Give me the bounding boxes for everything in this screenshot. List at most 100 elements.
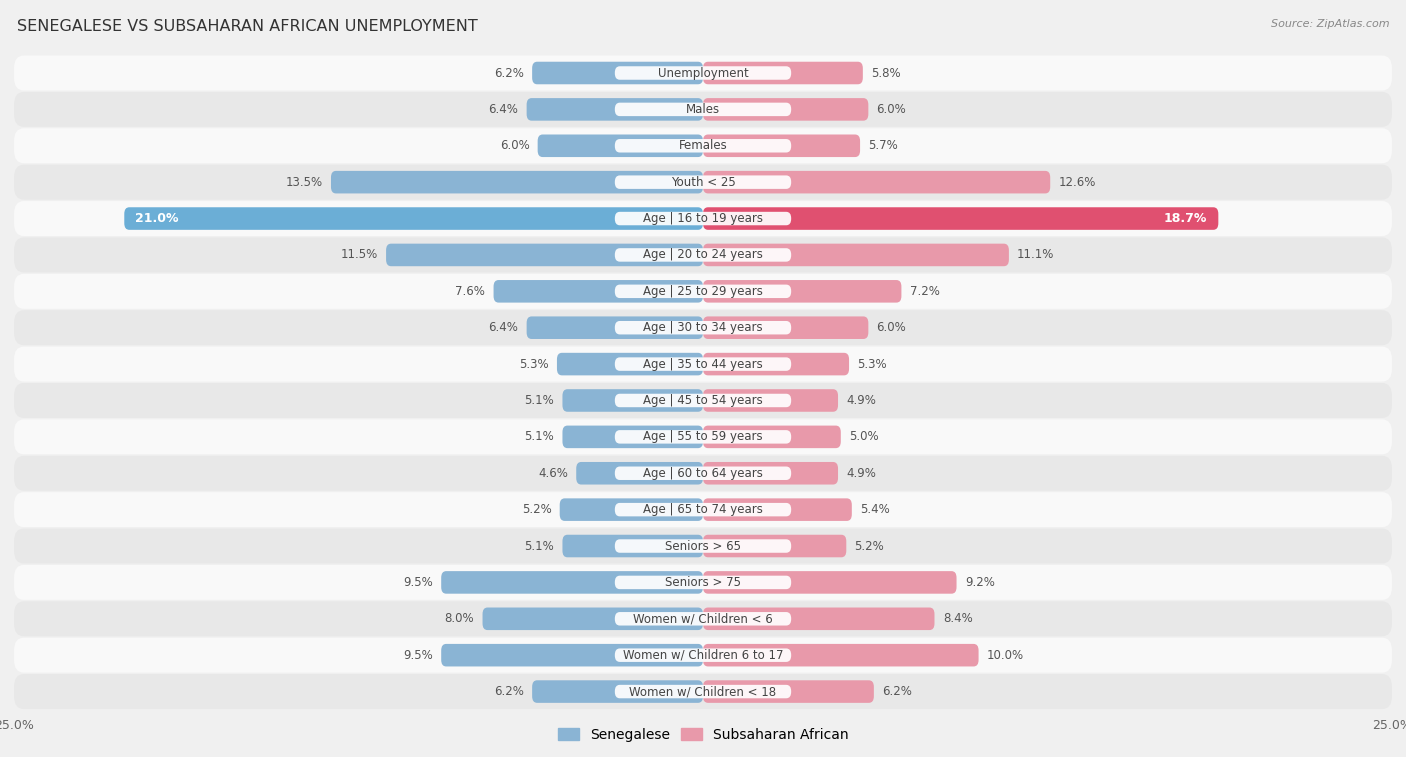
FancyBboxPatch shape <box>703 389 838 412</box>
FancyBboxPatch shape <box>703 62 863 84</box>
Text: Women w/ Children 6 to 17: Women w/ Children 6 to 17 <box>623 649 783 662</box>
Text: 6.0%: 6.0% <box>499 139 530 152</box>
Text: 5.1%: 5.1% <box>524 540 554 553</box>
Text: 5.8%: 5.8% <box>872 67 901 79</box>
FancyBboxPatch shape <box>614 321 792 335</box>
FancyBboxPatch shape <box>614 503 792 516</box>
FancyBboxPatch shape <box>703 498 852 521</box>
Text: Age | 30 to 34 years: Age | 30 to 34 years <box>643 321 763 334</box>
Text: 9.5%: 9.5% <box>404 576 433 589</box>
Text: 12.6%: 12.6% <box>1059 176 1095 188</box>
Text: Age | 35 to 44 years: Age | 35 to 44 years <box>643 357 763 371</box>
FancyBboxPatch shape <box>531 681 703 702</box>
Legend: Senegalese, Subsaharan African: Senegalese, Subsaharan African <box>553 722 853 747</box>
FancyBboxPatch shape <box>703 98 869 120</box>
FancyBboxPatch shape <box>614 139 792 152</box>
Text: 13.5%: 13.5% <box>285 176 323 188</box>
FancyBboxPatch shape <box>703 353 849 375</box>
Text: 4.9%: 4.9% <box>846 467 876 480</box>
Text: 8.0%: 8.0% <box>444 612 474 625</box>
Text: Women w/ Children < 18: Women w/ Children < 18 <box>630 685 776 698</box>
FancyBboxPatch shape <box>14 637 1392 673</box>
Text: 6.2%: 6.2% <box>494 685 524 698</box>
Text: 4.9%: 4.9% <box>846 394 876 407</box>
Text: 5.3%: 5.3% <box>858 357 887 371</box>
Text: Age | 20 to 24 years: Age | 20 to 24 years <box>643 248 763 261</box>
FancyBboxPatch shape <box>14 238 1392 273</box>
FancyBboxPatch shape <box>703 280 901 303</box>
FancyBboxPatch shape <box>14 92 1392 127</box>
FancyBboxPatch shape <box>614 466 792 480</box>
FancyBboxPatch shape <box>560 498 703 521</box>
Text: 5.1%: 5.1% <box>524 394 554 407</box>
FancyBboxPatch shape <box>330 171 703 194</box>
FancyBboxPatch shape <box>614 394 792 407</box>
FancyBboxPatch shape <box>703 316 869 339</box>
FancyBboxPatch shape <box>703 462 838 484</box>
FancyBboxPatch shape <box>482 608 703 630</box>
FancyBboxPatch shape <box>562 534 703 557</box>
FancyBboxPatch shape <box>614 430 792 444</box>
FancyBboxPatch shape <box>14 128 1392 164</box>
Text: Age | 55 to 59 years: Age | 55 to 59 years <box>643 431 763 444</box>
FancyBboxPatch shape <box>614 285 792 298</box>
FancyBboxPatch shape <box>614 612 792 625</box>
Text: 5.2%: 5.2% <box>522 503 551 516</box>
Text: Females: Females <box>679 139 727 152</box>
Text: 5.0%: 5.0% <box>849 431 879 444</box>
FancyBboxPatch shape <box>614 176 792 189</box>
FancyBboxPatch shape <box>703 425 841 448</box>
Text: 18.7%: 18.7% <box>1164 212 1208 225</box>
Text: 6.0%: 6.0% <box>876 103 907 116</box>
Text: 6.0%: 6.0% <box>876 321 907 334</box>
Text: SENEGALESE VS SUBSAHARAN AFRICAN UNEMPLOYMENT: SENEGALESE VS SUBSAHARAN AFRICAN UNEMPLO… <box>17 19 478 34</box>
Text: 6.4%: 6.4% <box>488 321 519 334</box>
FancyBboxPatch shape <box>614 685 792 698</box>
FancyBboxPatch shape <box>614 103 792 116</box>
Text: Age | 60 to 64 years: Age | 60 to 64 years <box>643 467 763 480</box>
Text: Youth < 25: Youth < 25 <box>671 176 735 188</box>
FancyBboxPatch shape <box>14 310 1392 345</box>
Text: Seniors > 75: Seniors > 75 <box>665 576 741 589</box>
FancyBboxPatch shape <box>614 212 792 226</box>
FancyBboxPatch shape <box>441 571 703 593</box>
FancyBboxPatch shape <box>14 165 1392 200</box>
FancyBboxPatch shape <box>14 674 1392 709</box>
FancyBboxPatch shape <box>14 419 1392 454</box>
FancyBboxPatch shape <box>387 244 703 266</box>
Text: 9.2%: 9.2% <box>965 576 994 589</box>
FancyBboxPatch shape <box>614 357 792 371</box>
FancyBboxPatch shape <box>14 55 1392 91</box>
Text: Source: ZipAtlas.com: Source: ZipAtlas.com <box>1271 19 1389 29</box>
FancyBboxPatch shape <box>703 608 935 630</box>
FancyBboxPatch shape <box>557 353 703 375</box>
FancyBboxPatch shape <box>703 571 956 593</box>
FancyBboxPatch shape <box>614 649 792 662</box>
Text: 8.4%: 8.4% <box>943 612 973 625</box>
Text: 11.1%: 11.1% <box>1017 248 1054 261</box>
FancyBboxPatch shape <box>614 67 792 79</box>
FancyBboxPatch shape <box>703 644 979 666</box>
FancyBboxPatch shape <box>614 539 792 553</box>
Text: 7.2%: 7.2% <box>910 285 939 298</box>
FancyBboxPatch shape <box>494 280 703 303</box>
FancyBboxPatch shape <box>14 601 1392 637</box>
Text: Age | 65 to 74 years: Age | 65 to 74 years <box>643 503 763 516</box>
Text: 5.4%: 5.4% <box>860 503 890 516</box>
Text: 5.7%: 5.7% <box>869 139 898 152</box>
FancyBboxPatch shape <box>576 462 703 484</box>
Text: 6.2%: 6.2% <box>494 67 524 79</box>
Text: 11.5%: 11.5% <box>340 248 378 261</box>
Text: 5.2%: 5.2% <box>855 540 884 553</box>
Text: 6.4%: 6.4% <box>488 103 519 116</box>
FancyBboxPatch shape <box>527 98 703 120</box>
FancyBboxPatch shape <box>531 62 703 84</box>
FancyBboxPatch shape <box>441 644 703 666</box>
FancyBboxPatch shape <box>703 207 1219 230</box>
FancyBboxPatch shape <box>14 383 1392 418</box>
Text: Age | 45 to 54 years: Age | 45 to 54 years <box>643 394 763 407</box>
Text: Women w/ Children < 6: Women w/ Children < 6 <box>633 612 773 625</box>
Text: Males: Males <box>686 103 720 116</box>
FancyBboxPatch shape <box>14 456 1392 491</box>
FancyBboxPatch shape <box>614 575 792 589</box>
